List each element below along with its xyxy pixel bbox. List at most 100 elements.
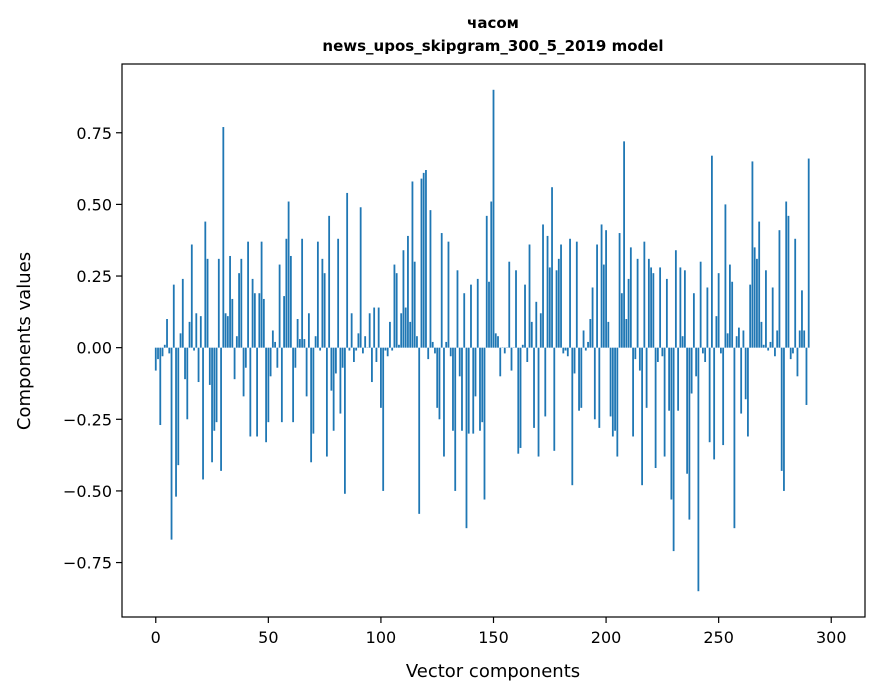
bar bbox=[359, 207, 362, 348]
bar bbox=[537, 347, 540, 457]
bar bbox=[163, 344, 166, 348]
x-tick-label: 250 bbox=[703, 628, 734, 647]
bar bbox=[636, 258, 639, 348]
bar bbox=[695, 347, 698, 377]
bar bbox=[398, 344, 400, 348]
bar bbox=[206, 258, 209, 348]
bar bbox=[711, 155, 713, 348]
bar bbox=[774, 347, 776, 357]
bar bbox=[704, 347, 707, 362]
bar bbox=[699, 261, 702, 348]
y-tick-label: 0.50 bbox=[76, 195, 112, 214]
bar bbox=[235, 336, 238, 348]
bar bbox=[661, 347, 664, 357]
bar bbox=[170, 347, 173, 540]
bar bbox=[301, 238, 304, 348]
bar bbox=[307, 313, 310, 348]
bar bbox=[258, 293, 261, 348]
bar bbox=[427, 347, 430, 360]
bar bbox=[519, 347, 522, 448]
bar bbox=[654, 347, 657, 468]
bar bbox=[217, 258, 220, 348]
bar bbox=[474, 347, 477, 397]
bar bbox=[238, 273, 240, 348]
bar bbox=[701, 347, 704, 354]
bar bbox=[211, 347, 213, 463]
bar bbox=[353, 347, 355, 362]
bar bbox=[528, 244, 531, 348]
bar bbox=[292, 347, 295, 423]
bar bbox=[760, 321, 763, 348]
bar bbox=[683, 270, 686, 348]
bar bbox=[458, 347, 461, 377]
bar bbox=[584, 347, 587, 351]
bar bbox=[582, 330, 585, 348]
bar bbox=[346, 192, 349, 348]
y-axis-label: Components values bbox=[14, 252, 35, 430]
bar bbox=[738, 327, 740, 348]
bar bbox=[729, 264, 731, 348]
bar bbox=[422, 172, 425, 348]
bar bbox=[199, 316, 202, 348]
bar bbox=[492, 89, 495, 348]
bar bbox=[792, 347, 794, 354]
bar bbox=[499, 347, 502, 377]
bar bbox=[157, 347, 159, 360]
bar bbox=[213, 347, 216, 431]
bar bbox=[638, 347, 641, 371]
bar bbox=[316, 241, 319, 348]
bar bbox=[418, 347, 421, 514]
bar bbox=[503, 347, 506, 354]
bar bbox=[321, 258, 324, 348]
bar bbox=[350, 313, 353, 348]
y-tick-label: 0.00 bbox=[76, 339, 112, 358]
bar bbox=[596, 244, 598, 348]
bar bbox=[776, 330, 779, 348]
bar bbox=[310, 347, 313, 463]
bar bbox=[744, 347, 747, 400]
bar bbox=[265, 347, 267, 443]
bar bbox=[325, 347, 328, 457]
bar bbox=[231, 298, 234, 348]
bar bbox=[190, 244, 193, 348]
bar bbox=[756, 258, 758, 348]
x-tick-label: 150 bbox=[478, 628, 509, 647]
bar bbox=[328, 215, 331, 348]
bar bbox=[188, 321, 191, 348]
bar bbox=[391, 347, 394, 351]
bar bbox=[251, 278, 254, 348]
bar bbox=[611, 347, 614, 437]
bar bbox=[670, 347, 673, 500]
bar bbox=[569, 238, 571, 348]
bar bbox=[445, 341, 448, 348]
bar bbox=[481, 347, 484, 423]
bar bbox=[542, 224, 544, 348]
bar bbox=[765, 270, 767, 348]
bar bbox=[533, 347, 535, 428]
bar bbox=[510, 347, 513, 371]
bar bbox=[688, 347, 691, 520]
bar bbox=[449, 347, 452, 357]
bar bbox=[634, 347, 637, 360]
bar bbox=[573, 347, 576, 374]
bar bbox=[312, 347, 315, 434]
bar bbox=[679, 267, 682, 348]
bar bbox=[287, 201, 290, 348]
bar bbox=[461, 347, 463, 431]
bar bbox=[332, 347, 335, 431]
bars-group bbox=[154, 89, 810, 592]
bar bbox=[717, 273, 720, 348]
bar bbox=[334, 347, 337, 374]
y-tick-label: −0.50 bbox=[63, 482, 112, 501]
bar bbox=[553, 347, 556, 451]
bar bbox=[544, 347, 547, 417]
bar bbox=[443, 347, 445, 457]
bar bbox=[780, 347, 783, 471]
bar bbox=[470, 284, 472, 348]
bar bbox=[202, 347, 204, 480]
bar bbox=[647, 258, 650, 348]
bar bbox=[796, 347, 799, 377]
bar bbox=[652, 273, 655, 348]
bar bbox=[411, 181, 414, 348]
chart-title: часом bbox=[467, 14, 519, 32]
